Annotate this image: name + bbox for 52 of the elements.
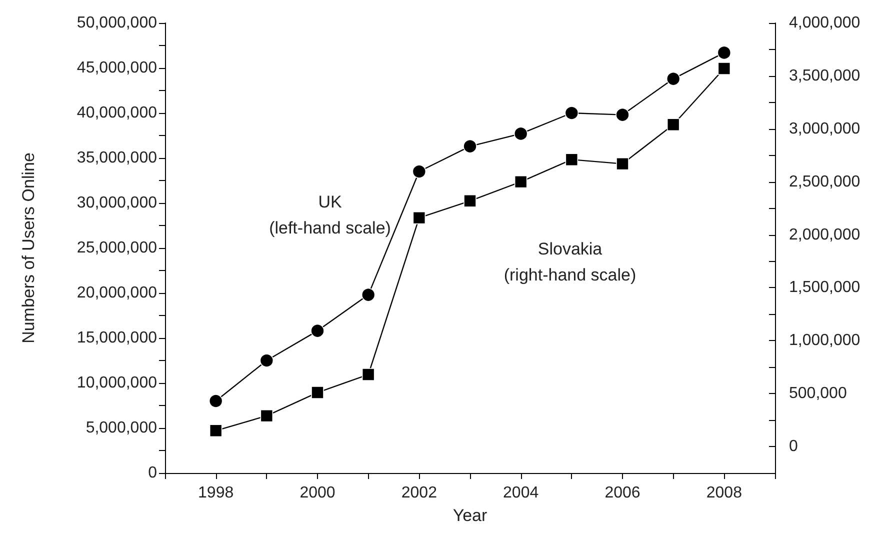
- point: [208, 394, 223, 408]
- y2-tick-label: 1,000,000: [789, 332, 860, 350]
- y-tick-label: 10,000,000: [76, 374, 158, 392]
- y2-tick-label: 1,500,000: [789, 279, 860, 296]
- y-tick-label: 50,000,000: [76, 14, 158, 32]
- point: [616, 108, 630, 122]
- point: [718, 62, 731, 75]
- x-tick-label: 2008: [706, 484, 742, 502]
- y-tick-label: 45,000,000: [76, 60, 158, 76]
- y-axis-title: Numbers of Users Online: [19, 152, 38, 344]
- point: [310, 324, 324, 338]
- point: [362, 368, 375, 381]
- y2-tick-label: 2,500,000: [789, 173, 860, 190]
- point: [464, 194, 476, 208]
- y2-tick-label: 4,000,000: [789, 14, 860, 32]
- point: [564, 106, 579, 120]
- point: [666, 72, 680, 86]
- y-tick-label: 30,000,000: [76, 194, 158, 212]
- x-tick-label: 2004: [503, 484, 539, 502]
- x-axis-title: Year: [452, 506, 488, 525]
- x-tick-label: 2006: [604, 484, 640, 502]
- y2-tick-label: 2,000,000: [789, 226, 860, 244]
- point: [717, 46, 732, 60]
- x-tick-label: 1998: [198, 484, 234, 502]
- y2-tick-label: 0: [789, 438, 798, 456]
- point: [209, 424, 222, 438]
- point: [514, 175, 528, 188]
- y-tick-label: 25,000,000: [76, 240, 158, 256]
- y2-tick-label: 3,500,000: [789, 67, 860, 84]
- y2-tick-label: 500,000: [789, 385, 847, 402]
- point: [565, 153, 578, 166]
- y-tick-label: 0: [148, 464, 158, 482]
- y-tick-label: 5,000,000: [86, 420, 158, 436]
- point: [311, 386, 324, 399]
- annotation: UK (left-hand scale): [269, 192, 391, 238]
- x-tick-label: 2000: [300, 484, 336, 502]
- x-tick-label: 2002: [401, 484, 438, 502]
- y-tick-label: 20,000,000: [76, 284, 158, 302]
- y-tick-label: 35,000,000: [76, 150, 158, 166]
- point: [666, 118, 680, 132]
- annotation: Slovakia (right-hand scale): [504, 240, 636, 284]
- point: [463, 139, 477, 154]
- point: [260, 354, 274, 368]
- point: [412, 211, 426, 224]
- point: [616, 157, 629, 170]
- y2-tick-label: 3,000,000: [789, 120, 860, 138]
- y-tick-label: 15,000,000: [76, 330, 158, 346]
- point: [412, 164, 426, 178]
- y-tick-label: 40,000,000: [76, 104, 158, 122]
- point: [361, 288, 376, 302]
- point: [514, 126, 528, 141]
- point: [260, 409, 274, 422]
